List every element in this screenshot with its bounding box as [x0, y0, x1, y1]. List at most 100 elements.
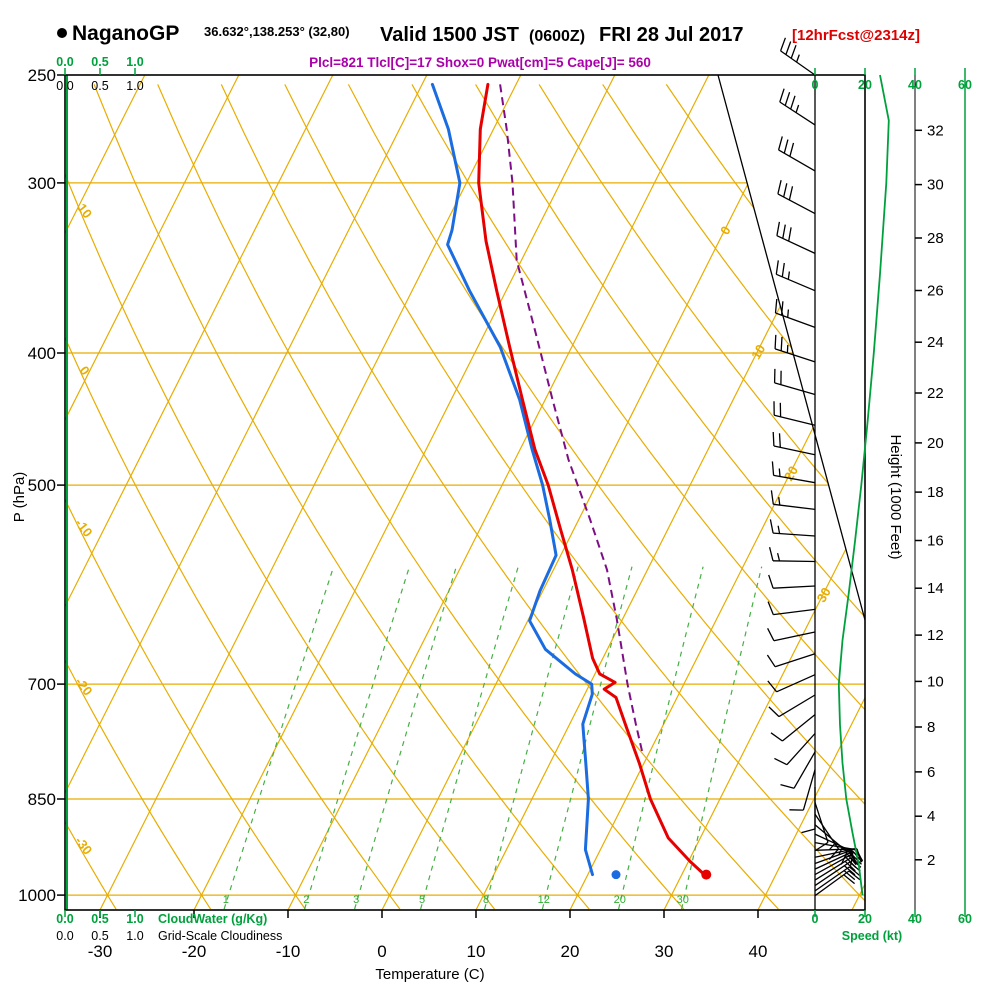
svg-text:1.0: 1.0: [126, 55, 143, 69]
svg-text:10: 10: [927, 673, 944, 690]
svg-text:4: 4: [927, 808, 935, 825]
svg-text:0: 0: [77, 363, 93, 378]
dry-adiabat-labels: 100-10-20-30: [72, 201, 96, 858]
surface-dots: [611, 869, 712, 880]
svg-text:12: 12: [927, 627, 944, 644]
dry-adiabat-lines: [65, 84, 865, 910]
svg-text:28: 28: [927, 230, 944, 247]
svg-text:40: 40: [908, 78, 922, 92]
svg-text:8: 8: [483, 894, 489, 906]
height-axis-title: Height (1000 Feet): [887, 434, 904, 559]
temperature-axis: -30 -20 -10 0 10 20 30 40: [88, 910, 768, 961]
svg-text:30: 30: [677, 894, 689, 906]
svg-text:0.0: 0.0: [56, 55, 73, 69]
svg-text:0.5: 0.5: [91, 912, 108, 926]
dewpoint-curve: [430, 82, 594, 877]
mixing-ratio-labels: 1 2 3 5 8 12 20 30: [223, 894, 689, 906]
svg-text:60: 60: [958, 912, 972, 926]
station-coords: 36.632°,138.253° (32,80): [204, 24, 350, 39]
svg-text:-30: -30: [88, 942, 113, 961]
valid-date: FRI 28 Jul 2017: [599, 24, 744, 46]
speed-scales: 0 0 20 20 40 40 60 60: [812, 68, 972, 926]
speed-curve: [837, 74, 890, 896]
svg-text:-20: -20: [72, 674, 95, 698]
svg-text:0: 0: [812, 912, 819, 926]
temperature-axis-title: Temperature (C): [375, 966, 484, 983]
svg-text:30: 30: [655, 942, 674, 961]
speed-label: Speed (kt): [842, 929, 902, 943]
svg-text:-30: -30: [72, 834, 95, 858]
valid-time: Valid 1500 JST: [380, 24, 519, 46]
svg-text:32: 32: [927, 122, 944, 139]
parcel-params: Plcl=821 Tlcl[C]=17 Shox=0 Pwat[cm]=5 Ca…: [309, 55, 651, 70]
svg-text:250: 250: [28, 66, 56, 85]
parcel-curve: [499, 84, 645, 756]
svg-text:0: 0: [377, 942, 386, 961]
surface-temp-dot: [701, 869, 712, 880]
svg-text:8: 8: [927, 719, 935, 736]
svg-text:12: 12: [538, 894, 550, 906]
svg-text:0.5: 0.5: [91, 79, 108, 93]
svg-text:1.0: 1.0: [126, 79, 143, 93]
svg-text:20: 20: [927, 435, 944, 452]
svg-text:300: 300: [28, 174, 56, 193]
svg-text:2: 2: [303, 894, 309, 906]
pressure-axis: 250 300 400 500 700 850 1000: [18, 66, 65, 905]
pressure-axis-title: P (hPa): [11, 472, 28, 523]
svg-text:1.0: 1.0: [126, 912, 143, 926]
svg-text:6: 6: [927, 764, 935, 781]
svg-text:0.5: 0.5: [91, 929, 108, 943]
mixing-ratio-lines: [223, 566, 763, 910]
svg-text:0.0: 0.0: [56, 912, 73, 926]
station-name: NaganoGP: [72, 22, 179, 45]
wind-barbs: [766, 37, 864, 910]
svg-text:30: 30: [927, 177, 944, 194]
svg-text:5: 5: [419, 894, 425, 906]
station-bullet-icon: [57, 28, 67, 38]
svg-text:-10: -10: [276, 942, 301, 961]
svg-text:20: 20: [858, 78, 872, 92]
skew-grid: [65, 75, 865, 910]
svg-text:700: 700: [28, 675, 56, 694]
svg-text:1.0: 1.0: [126, 929, 143, 943]
svg-text:1: 1: [223, 894, 229, 906]
cloudwater-label: CloudWater (g/Kg): [158, 912, 267, 926]
svg-text:24: 24: [927, 334, 944, 351]
svg-text:20: 20: [561, 942, 580, 961]
svg-text:60: 60: [958, 78, 972, 92]
header: NaganoGP 36.632°,138.253° (32,80) Valid …: [57, 22, 920, 70]
axis-titles: P (hPa) Height (1000 Feet) Temperature (…: [11, 434, 904, 983]
svg-text:0: 0: [812, 78, 819, 92]
isotherm-labels: 0 10 20 30: [717, 224, 834, 605]
isotherm-lines: [65, 75, 865, 910]
svg-text:400: 400: [28, 344, 56, 363]
svg-text:40: 40: [908, 912, 922, 926]
svg-text:22: 22: [927, 385, 944, 402]
svg-text:0.5: 0.5: [91, 55, 108, 69]
cloud-scales: 0.0 0.0 0.0 0.0 0.5 0.5 0.5 0.5 1.0 1.0 1.0 1.0: [56, 55, 143, 943]
svg-text:-20: -20: [182, 942, 207, 961]
svg-text:500: 500: [28, 476, 56, 495]
valid-zulu: (0600Z): [529, 28, 585, 45]
svg-text:10: 10: [748, 342, 768, 362]
plot-border: [64, 74, 866, 911]
svg-text:0.0: 0.0: [56, 929, 73, 943]
svg-text:-10: -10: [72, 516, 95, 540]
svg-text:1000: 1000: [18, 886, 56, 905]
cloudiness-label: Grid-Scale Cloudiness: [158, 929, 282, 943]
svg-text:2: 2: [927, 852, 935, 869]
svg-text:10: 10: [467, 942, 486, 961]
svg-text:0: 0: [717, 224, 734, 238]
svg-text:3: 3: [353, 894, 359, 906]
svg-text:40: 40: [749, 942, 768, 961]
isobar-lines: [65, 182, 865, 896]
svg-text:20: 20: [614, 894, 626, 906]
surface-dewpoint-dot: [611, 870, 621, 880]
svg-text:16: 16: [927, 533, 944, 550]
svg-text:0.0: 0.0: [56, 79, 73, 93]
svg-text:20: 20: [781, 463, 801, 483]
svg-text:18: 18: [927, 484, 944, 501]
